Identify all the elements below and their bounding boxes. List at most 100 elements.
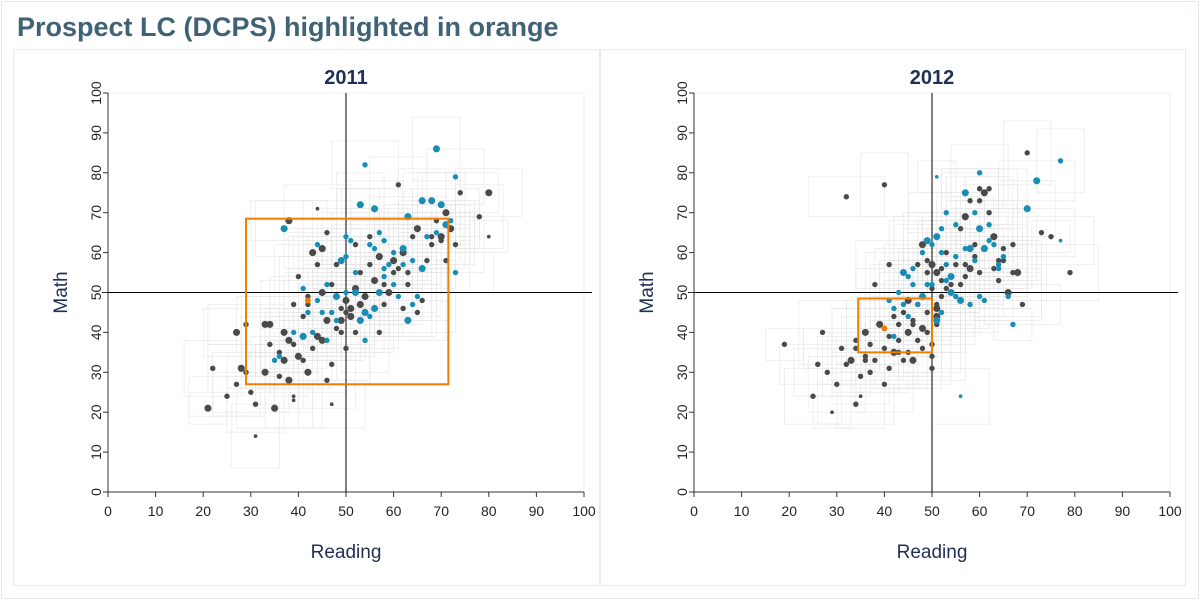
- data-point-gray: [333, 261, 340, 268]
- data-point-blue: [933, 316, 941, 324]
- data-point-blue: [424, 233, 430, 240]
- data-point-gray: [872, 281, 878, 288]
- data-point-gray: [280, 356, 288, 364]
- data-point-blue: [448, 217, 454, 224]
- data-point-gray: [428, 241, 435, 248]
- data-point-gray: [452, 241, 459, 248]
- x-tick-label: 10: [148, 503, 164, 519]
- data-point-gray: [867, 369, 873, 375]
- data-point-gray: [843, 361, 850, 368]
- interval-box: [1036, 128, 1085, 194]
- y-tick-label: 90: [674, 125, 690, 141]
- y-tick-label: 40: [674, 324, 690, 340]
- data-point-gray: [933, 269, 941, 277]
- data-point-gray: [900, 309, 907, 316]
- data-point-blue: [361, 308, 369, 317]
- data-point-gray: [414, 309, 421, 316]
- data-point-blue: [967, 301, 973, 308]
- data-point-gray: [980, 189, 988, 197]
- interval-box: [1003, 120, 1052, 186]
- data-point-gray: [315, 206, 320, 211]
- data-point-gray: [352, 329, 359, 336]
- data-point-blue: [943, 210, 949, 216]
- data-point-blue: [910, 265, 916, 272]
- data-point-blue: [437, 201, 445, 209]
- data-point-blue: [343, 233, 349, 240]
- interval-box: [1026, 216, 1095, 265]
- data-point-gray: [295, 273, 302, 280]
- data-point-blue: [891, 333, 897, 340]
- data-point-blue: [300, 285, 306, 292]
- data-point-gray: [248, 389, 254, 395]
- data-point-gray: [428, 233, 435, 240]
- data-point-gray: [957, 281, 964, 288]
- data-point-blue: [418, 265, 426, 273]
- data-point-gray: [861, 328, 869, 336]
- data-point-blue: [314, 297, 321, 304]
- data-point-gray: [895, 321, 902, 328]
- data-point-gray: [271, 404, 279, 412]
- data-point-blue: [375, 288, 383, 297]
- data-point-gray: [390, 257, 398, 265]
- data-point-gray: [367, 233, 373, 240]
- y-tick-label: 100: [88, 81, 104, 105]
- x-tick-label: 50: [338, 503, 354, 519]
- interval-box: [917, 220, 966, 285]
- x-tick-label: 90: [529, 503, 545, 519]
- data-point-gray: [948, 281, 954, 288]
- x-tick-label: 100: [1158, 503, 1182, 519]
- data-point-gray: [781, 341, 788, 348]
- data-point-blue: [986, 237, 992, 244]
- data-point-blue: [371, 205, 379, 213]
- data-point-blue: [390, 249, 397, 256]
- data-point-gray: [853, 345, 859, 352]
- data-point-blue: [386, 261, 392, 268]
- data-point-blue: [991, 241, 997, 248]
- panel-2012-frame: [600, 49, 1186, 586]
- data-point-blue: [367, 313, 373, 320]
- data-point-blue: [895, 289, 902, 296]
- data-point-gray: [961, 213, 969, 221]
- data-point-blue: [324, 337, 330, 344]
- data-point-blue: [381, 237, 387, 244]
- data-point-gray: [1000, 245, 1007, 252]
- data-point-gray: [881, 345, 888, 352]
- y-axis-title: Math: [637, 271, 658, 313]
- data-point-gray: [886, 365, 892, 372]
- data-point-gray: [938, 277, 945, 284]
- data-point-gray: [361, 292, 369, 301]
- data-point-blue: [995, 265, 1002, 272]
- data-point-gray: [938, 293, 945, 300]
- data-point-blue: [395, 293, 402, 300]
- data-point-gray: [853, 401, 859, 407]
- data-point-gray: [294, 352, 302, 360]
- data-point-gray: [953, 261, 959, 268]
- data-point-gray: [919, 345, 926, 352]
- data-point-blue: [414, 293, 421, 300]
- data-point-gray: [329, 402, 334, 407]
- page-title: Prospect LC (DCPS) highlighted in orange: [17, 12, 559, 42]
- data-point-gray: [915, 337, 921, 344]
- y-tick-label: 40: [88, 324, 104, 340]
- x-tick-label: 10: [734, 503, 750, 519]
- data-point-blue: [404, 316, 412, 324]
- data-point-gray: [285, 376, 293, 384]
- data-point-blue: [947, 272, 955, 281]
- data-point-blue: [299, 332, 307, 340]
- data-point-blue: [362, 162, 368, 168]
- data-point-gray: [891, 313, 897, 320]
- data-point-gray: [342, 296, 350, 305]
- data-point-gray: [1010, 241, 1016, 248]
- data-point-gray: [442, 209, 450, 217]
- data-point-blue: [333, 317, 340, 324]
- data-point-gray: [862, 357, 869, 364]
- data-point-gray: [991, 265, 997, 272]
- data-point-gray: [872, 357, 878, 364]
- data-point-gray: [276, 373, 283, 379]
- data-point-gray: [929, 365, 935, 372]
- data-point-gray: [990, 233, 998, 241]
- data-point-gray: [424, 257, 430, 264]
- data-point-gray: [895, 337, 902, 344]
- data-point-gray: [290, 301, 297, 308]
